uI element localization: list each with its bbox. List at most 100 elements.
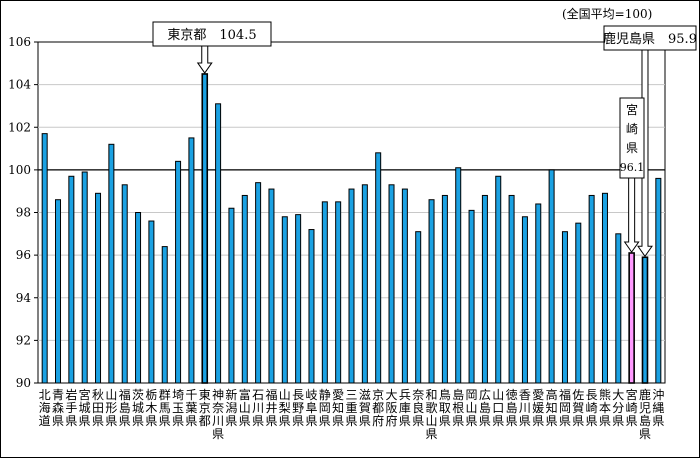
bar: [348, 188, 355, 384]
x-tick-label: 千葉県: [185, 388, 197, 428]
callout-box-miyazaki: [619, 97, 645, 179]
x-tick-label: 山形県: [105, 388, 117, 428]
x-tick-label: 新潟県: [225, 387, 237, 428]
bar: [588, 194, 595, 384]
y-tick-label: 100: [8, 163, 31, 177]
bar: [615, 233, 622, 384]
bar: [215, 103, 222, 384]
x-tick-label: 長崎県: [586, 388, 598, 428]
bar: [441, 194, 448, 384]
bar: [361, 184, 368, 384]
bar: [41, 133, 48, 384]
x-tick-label: 滋賀県: [359, 388, 371, 428]
y-tick-label: 104: [8, 78, 31, 92]
bar: [255, 182, 262, 384]
x-tick-label: 大阪府: [386, 388, 398, 428]
callout-box-kagoshima: [603, 25, 697, 51]
x-tick-label: 鳥取県: [439, 387, 451, 428]
x-tick-label: 福島県: [119, 387, 131, 428]
x-tick-label: 高知県: [546, 387, 558, 428]
bar: [375, 152, 382, 384]
bar: [601, 192, 608, 384]
bar: [55, 199, 62, 384]
chart-note: (全国平均=100): [562, 7, 653, 21]
bar: [148, 220, 155, 384]
y-tick-label: 96: [16, 248, 31, 262]
y-tick-label: 94: [16, 291, 32, 305]
bar: [535, 203, 542, 384]
bar: [121, 184, 128, 384]
bar: [335, 201, 342, 384]
callout-box-tokyo: [152, 21, 272, 47]
bar: [241, 194, 248, 384]
bar: [481, 194, 488, 384]
bar: [175, 160, 182, 384]
bar: [201, 73, 209, 384]
x-tick-label: 徳島県: [506, 387, 518, 428]
callout-arrow-kagoshima: [637, 49, 653, 258]
x-tick-label: 東京都: [199, 388, 211, 428]
bar: [95, 192, 102, 384]
bar: [281, 216, 288, 384]
callout-label-tokyo: 東京都 104.5: [167, 27, 256, 43]
bar: [108, 143, 115, 384]
x-tick-label: 佐賀県: [572, 388, 584, 428]
x-tick-label: 熊本県: [599, 387, 611, 428]
x-tick-label: 石川県: [252, 388, 264, 428]
x-tick-label: 静岡県: [319, 388, 331, 428]
bar: [401, 188, 408, 384]
bar: [548, 169, 555, 384]
bar: [628, 252, 635, 384]
y-tick-label: 98: [16, 206, 31, 220]
callout-label-miyazaki: 宮崎県 96.1: [620, 102, 645, 174]
x-tick-label: 長野県: [292, 388, 304, 428]
x-tick-label: 岩手県: [65, 387, 77, 428]
x-tick-label: 大分県: [612, 388, 624, 428]
x-tick-label: 香川県: [519, 388, 531, 428]
x-tick-label: 秋田県: [92, 388, 104, 428]
x-tick-label: 埼玉県: [172, 388, 184, 428]
bar: [308, 229, 315, 384]
y-tick-label: 90: [16, 376, 31, 390]
bar: [68, 175, 75, 384]
x-tick-label: 宮崎県: [626, 387, 638, 428]
bar: [468, 209, 475, 384]
x-tick-label: 福岡県: [559, 387, 571, 428]
x-tick-label: 奈良県: [412, 388, 424, 428]
bar: [135, 212, 142, 384]
callout-arrow-miyazaki: [623, 177, 640, 253]
x-tick-label: 神奈川県: [212, 388, 224, 441]
x-tick-label: 青森県: [52, 388, 64, 428]
bar: [388, 184, 395, 384]
x-tick-label: 栃木県: [145, 388, 157, 428]
bar: [415, 231, 422, 384]
y-tick-label: 106: [8, 35, 31, 49]
bar: [161, 246, 168, 384]
bar: [521, 216, 528, 384]
x-tick-label: 三重県: [345, 388, 357, 428]
bar: [575, 222, 582, 384]
x-tick-label: 京都府: [372, 388, 384, 428]
bar: [188, 137, 195, 384]
x-tick-label: 富山県: [239, 387, 251, 428]
x-tick-label: 兵庫県: [399, 388, 411, 428]
bar: [508, 194, 515, 384]
y-tick-label: 102: [8, 120, 31, 134]
bar: [268, 188, 275, 384]
bar: [561, 231, 568, 384]
bar: [81, 171, 88, 384]
y-tick-label: 92: [16, 333, 31, 347]
x-tick-label: 群馬県: [159, 388, 171, 428]
bar: [295, 214, 302, 384]
x-tick-label: 茨城県: [132, 388, 144, 428]
x-tick-label: 愛知県: [332, 388, 344, 428]
bar: [495, 175, 502, 384]
x-tick-label: 島根県: [452, 387, 464, 428]
x-tick-label: 福井県: [265, 387, 277, 428]
callout-arrow-tokyo: [196, 45, 213, 74]
bar: [228, 207, 235, 384]
x-tick-label: 鹿児島県: [639, 387, 651, 441]
x-tick-label: 山梨県: [279, 388, 291, 428]
x-tick-label: 北海道: [39, 388, 51, 428]
